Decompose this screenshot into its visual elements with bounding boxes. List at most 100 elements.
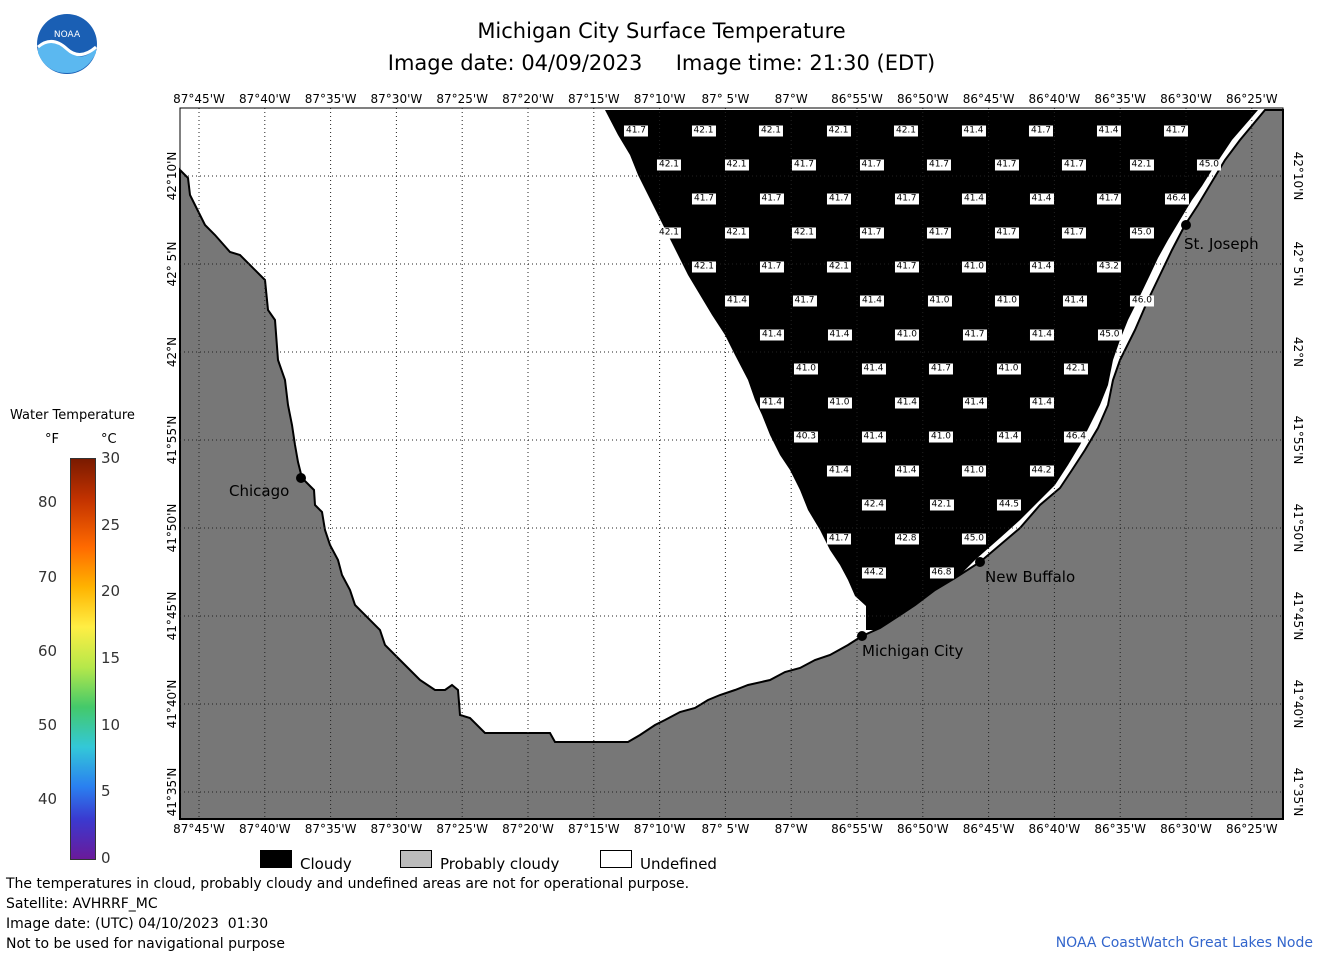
temperature-value: 41.0 xyxy=(994,295,1020,307)
temperature-value: 46.4 xyxy=(1063,431,1089,443)
temperature-value: 45.0 xyxy=(1097,329,1122,341)
lon-tick-label: 87°35'W xyxy=(304,822,357,836)
temperature-value: 41.7 xyxy=(1061,159,1087,171)
swatch-undefined xyxy=(600,850,632,868)
legend-f-tick: 40 xyxy=(38,789,58,808)
temperature-value: 41.7 xyxy=(928,363,954,375)
temperature-value: 41.0 xyxy=(927,295,952,307)
lon-tick-label: 87°25'W xyxy=(436,92,489,106)
swatch-cloudy xyxy=(260,850,292,868)
legend-c-tick: 0 xyxy=(101,849,111,867)
lat-tick-label: 41°50'N xyxy=(165,503,179,553)
city-label-chicago: Chicago xyxy=(229,482,290,500)
lon-tick-label: 87°W xyxy=(774,92,808,106)
temperature-value: 41.7 xyxy=(859,159,884,171)
lat-tick-label: 41°50'N xyxy=(1291,503,1305,553)
temperature-value: 41.7 xyxy=(1096,193,1122,205)
temperature-value: 41.7 xyxy=(759,261,784,273)
temperature-value: 41.7 xyxy=(1028,125,1054,137)
temperature-value: 41.7 xyxy=(894,193,919,205)
temperature-value: 42.1 xyxy=(826,125,851,137)
city-label-michigan-city: Michigan City xyxy=(862,642,964,660)
lon-tick-label: 87°45'W xyxy=(173,92,225,106)
lon-tick-label: 87° 5'W xyxy=(701,92,750,106)
temperature-value: 42.1 xyxy=(691,261,717,273)
temperature-value: 46.8 xyxy=(929,567,954,579)
temperature-value: 41.4 xyxy=(1062,295,1087,307)
lat-tick-label: 42° 5'N xyxy=(1291,241,1305,287)
temperature-value: 41.4 xyxy=(861,431,886,443)
land-mass xyxy=(179,109,1284,820)
noaa-logo: NOAA xyxy=(36,13,98,75)
temperature-value: 41.4 xyxy=(1096,125,1121,137)
lat-tick-label: 42°N xyxy=(165,336,179,368)
temperature-value: 41.4 xyxy=(1029,193,1054,205)
temperature-value: 41.4 xyxy=(724,295,750,307)
temperature-value: 41.7 xyxy=(1163,125,1189,137)
legend-c-tick: 25 xyxy=(101,515,121,534)
temperature-value: 41.7 xyxy=(926,227,952,239)
lon-tick-label: 86°50'W xyxy=(896,92,949,106)
temperature-value: 45.0 xyxy=(961,533,987,545)
temperature-value: 42.1 xyxy=(691,125,716,137)
legend-c-tick: 5 xyxy=(101,782,111,801)
legend-f-tick: 60 xyxy=(38,641,58,660)
lat-tick-label: 42°10'N xyxy=(1291,151,1305,201)
temperature-value: 41.0 xyxy=(827,397,852,409)
temperature-value: 42.1 xyxy=(656,227,682,239)
lon-tick-label: 87°20'W xyxy=(502,822,554,836)
swatch-cloudy-label: Cloudy xyxy=(300,855,352,873)
legend-f-tick: 80 xyxy=(38,493,58,512)
page-subtitle: Image date: 04/09/2023 Image time: 21:30… xyxy=(387,51,936,75)
footer-disclaimer: The temperatures in cloud, probably clou… xyxy=(6,876,690,892)
city-label-new-buffalo: New Buffalo xyxy=(985,568,1076,586)
temperature-value: 44.2 xyxy=(1029,465,1054,477)
legend-f-tick: 70 xyxy=(38,567,58,586)
legend-c-tick: 10 xyxy=(101,715,121,734)
temperature-value: 41.7 xyxy=(792,295,817,307)
logo-text: NOAA xyxy=(54,30,81,40)
temperature-value: 42.1 xyxy=(929,499,954,511)
temperature-value: 41.0 xyxy=(961,261,987,273)
temperature-value: 41.7 xyxy=(791,159,817,171)
lon-tick-label: 86°45'W xyxy=(962,92,1015,106)
temperature-value: 42.8 xyxy=(894,533,919,545)
city-label-st-joseph: St. Joseph xyxy=(1184,235,1259,253)
lon-tick-label: 86°35'W xyxy=(1094,822,1147,836)
lon-tick-label: 86°25'W xyxy=(1225,92,1278,106)
legend-unit-c: °C xyxy=(101,432,117,447)
temperature-value: 43.2 xyxy=(1096,261,1122,273)
temperature-value: 41.7 xyxy=(962,329,987,341)
legend-c-tick: 20 xyxy=(101,582,121,601)
temperature-value: 40.3 xyxy=(793,431,819,443)
footer-utc-date: Image date: (UTC) 04/10/2023 01:30 xyxy=(6,916,269,932)
temperature-value: 41.7 xyxy=(994,159,1019,171)
temperature-value: 41.4 xyxy=(961,193,987,205)
lon-tick-label: 87°45'W xyxy=(173,822,225,836)
new-buffalo-marker xyxy=(975,557,985,567)
temperature-value: 42.4 xyxy=(861,499,887,511)
swatch-undefined-label: Undefined xyxy=(640,855,717,873)
temperature-value: 41.4 xyxy=(961,125,986,137)
lon-tick-label: 87°10'W xyxy=(633,822,686,836)
lat-tick-label: 41°55'N xyxy=(1291,415,1305,465)
footer-navigation-note: Not to be used for navigational purpose xyxy=(6,936,285,952)
lon-tick-label: 87°10'W xyxy=(633,92,686,106)
footer-satellite: Satellite: AVHRRF_MC xyxy=(6,896,158,912)
temperature-value: 46.0 xyxy=(1129,295,1155,307)
temperature-value: 41.4 xyxy=(1029,397,1055,409)
temperature-value: 41.4 xyxy=(759,329,785,341)
temperature-value: 42.1 xyxy=(656,159,682,171)
lat-tick-label: 42°10'N xyxy=(165,151,179,201)
temperature-value: 41.4 xyxy=(859,295,885,307)
temperature-value: 41.7 xyxy=(826,193,852,205)
temperature-value: 45.0 xyxy=(1129,227,1154,239)
temperature-value: 42.1 xyxy=(826,261,852,273)
map-border xyxy=(179,107,1284,820)
lon-tick-label: 87°30'W xyxy=(370,822,423,836)
lon-tick-label: 86°45'W xyxy=(962,822,1015,836)
lon-tick-label: 86°55'W xyxy=(831,822,883,836)
lat-tick-label: 42° 5'N xyxy=(165,241,179,287)
